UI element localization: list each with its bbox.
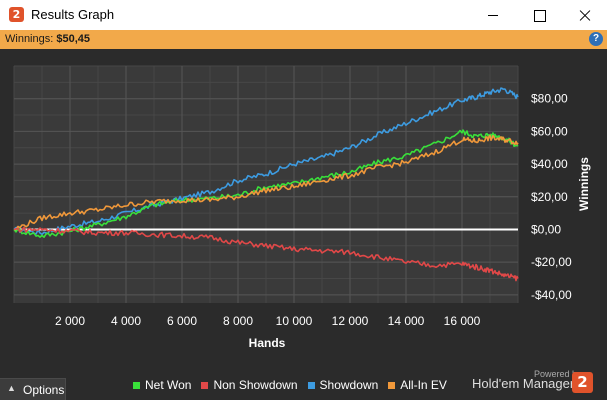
brand-name: Hold'em Manager: [472, 376, 575, 391]
brand-logo-icon: 2: [572, 372, 593, 393]
winnings-summary: Winnings: $50,45: [5, 33, 90, 45]
y-tick-label: $40,00: [531, 157, 568, 171]
x-tick-label: 4 000: [111, 314, 141, 328]
series-line-net-won: [13, 129, 519, 238]
app-logo-icon: 2: [9, 7, 24, 22]
legend-label: Showdown: [319, 378, 379, 392]
series-line-non-showdown: [13, 226, 519, 282]
legend-swatch: [201, 381, 209, 389]
legend-item-showdown[interactable]: Showdown: [307, 378, 379, 392]
legend-label: Net Won: [145, 378, 192, 392]
y-tick-label: $60,00: [531, 124, 568, 138]
series-line-all-in-ev: [14, 134, 519, 231]
options-label: Options: [23, 383, 65, 397]
x-tick-label: 6 000: [167, 314, 197, 328]
y-axis-title: Winnings: [577, 157, 591, 211]
x-tick-label: 14 000: [388, 314, 425, 328]
legend-item-net-won[interactable]: Net Won: [133, 378, 191, 392]
powered-by-text: Powered by: [534, 369, 582, 379]
caret-up-icon: ▲: [7, 383, 16, 393]
x-tick-labels: 2 000 4 000 6 000 8 000 10 000 12 000 14 000 16…: [55, 314, 481, 328]
y-tick-label: -$20,00: [531, 255, 572, 269]
legend-swatch: [133, 381, 140, 389]
legend-swatch: [388, 381, 396, 389]
winnings-label: Winnings:: [5, 33, 54, 45]
results-graph: -$40,00 -$20,00 $0,00 $20,00 $40,00 $60,00 $80…: [0, 49, 607, 370]
legend-item-non-showdown[interactable]: Non Showdown: [201, 378, 298, 392]
options-button[interactable]: ▲ Options: [0, 378, 66, 400]
chart-series: [13, 87, 519, 282]
y-tick-labels: -$40,00 -$20,00 $0,00 $20,00 $40,00 $60,00 $80…: [531, 92, 572, 302]
legend-label: Non Showdown: [213, 378, 298, 392]
minimize-button[interactable]: [470, 0, 516, 30]
x-tick-label: 8 000: [223, 314, 253, 328]
help-icon[interactable]: ?: [589, 32, 603, 46]
x-tick-label: 2 000: [55, 314, 85, 328]
window-title: Results Graph: [31, 7, 115, 22]
legend-label: All-In EV: [400, 378, 447, 392]
series-line-showdown: [13, 87, 519, 236]
results-chart: -$40,00 -$20,00 $0,00 $20,00 $40,00 $60,00 $80…: [13, 65, 591, 350]
x-tick-label: 12 000: [332, 314, 369, 328]
close-button[interactable]: [562, 0, 607, 30]
title-bar: 2 Results Graph: [0, 0, 607, 30]
legend-item-all-in-ev[interactable]: All-In EV: [388, 378, 447, 392]
grid-lines: [13, 65, 519, 303]
x-tick-label: 10 000: [276, 314, 313, 328]
x-tick-label: 16 000: [444, 314, 481, 328]
y-tick-label: $20,00: [531, 190, 568, 204]
y-tick-label: $80,00: [531, 92, 568, 106]
x-axis-title: Hands: [249, 336, 286, 350]
bottom-bar: ▲ Options Net Won Non Showdown Showdown …: [0, 369, 607, 400]
y-tick-label: -$40,00: [531, 288, 572, 302]
winnings-bar: Winnings: $50,45 ?: [0, 30, 607, 49]
chart-legend: Net Won Non Showdown Showdown All-In EV: [133, 377, 447, 393]
maximize-button[interactable]: [516, 0, 562, 30]
winnings-value: $50,45: [56, 33, 91, 45]
legend-swatch: [307, 381, 315, 389]
y-tick-label: $0,00: [531, 222, 561, 236]
